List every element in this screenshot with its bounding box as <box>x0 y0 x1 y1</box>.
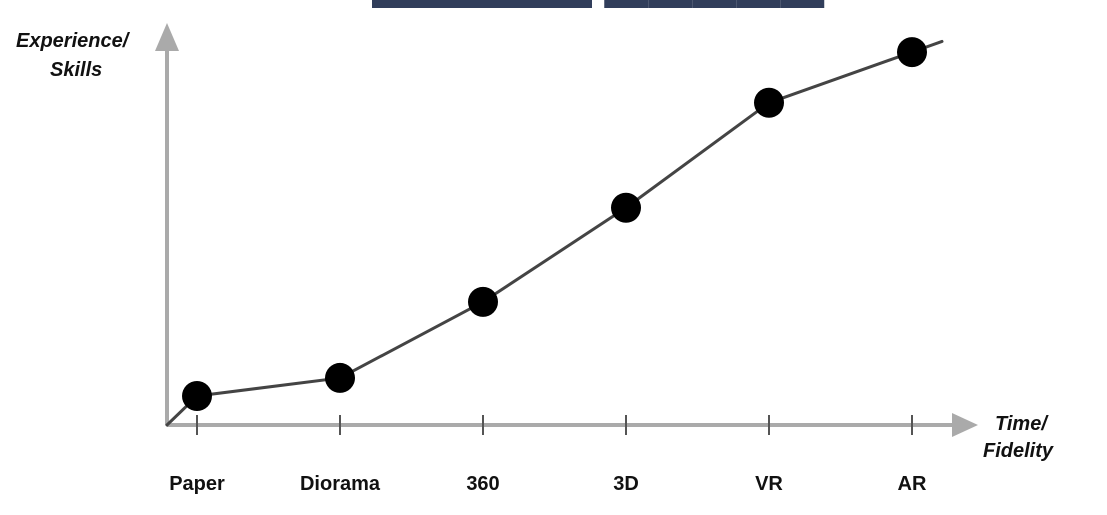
axes <box>155 23 978 437</box>
y-axis-title-line-1: Experience/ <box>16 30 131 52</box>
y-axis-arrowhead <box>155 23 179 51</box>
x-tick-label-3d: 3D <box>613 473 639 495</box>
data-markers <box>182 37 927 412</box>
x-axis-title-line-1: Time/ <box>995 413 1049 435</box>
x-tick-label-ar: AR <box>898 473 927 495</box>
series-lines <box>165 39 944 427</box>
series-line <box>165 39 944 427</box>
data-point-360 <box>468 286 498 317</box>
x-axis-title-line-2: Fidelity <box>983 440 1054 462</box>
x-tick-label-360: 360 <box>466 473 499 495</box>
cropped-title-fragment: ▬▬▬▬▬ ▬▬▬▬▬ <box>372 0 824 18</box>
data-point-diorama <box>325 362 355 393</box>
x-tick-label-vr: VR <box>755 473 783 495</box>
y-axis-title-line-2: Skills <box>50 59 102 81</box>
data-point-ar <box>897 37 927 68</box>
x-tick-labels: Paper Diorama 360 3D VR AR <box>169 473 927 495</box>
data-point-paper <box>182 381 212 412</box>
x-ticks <box>196 415 913 435</box>
title-fragment-text: ▬▬▬▬▬ ▬▬▬▬▬ <box>372 0 824 18</box>
x-tick-label-diorama: Diorama <box>300 473 381 495</box>
data-point-3d <box>611 192 641 223</box>
x-axis-arrowhead <box>952 413 978 437</box>
x-tick-label-paper: Paper <box>169 473 225 495</box>
data-point-vr <box>754 87 784 118</box>
